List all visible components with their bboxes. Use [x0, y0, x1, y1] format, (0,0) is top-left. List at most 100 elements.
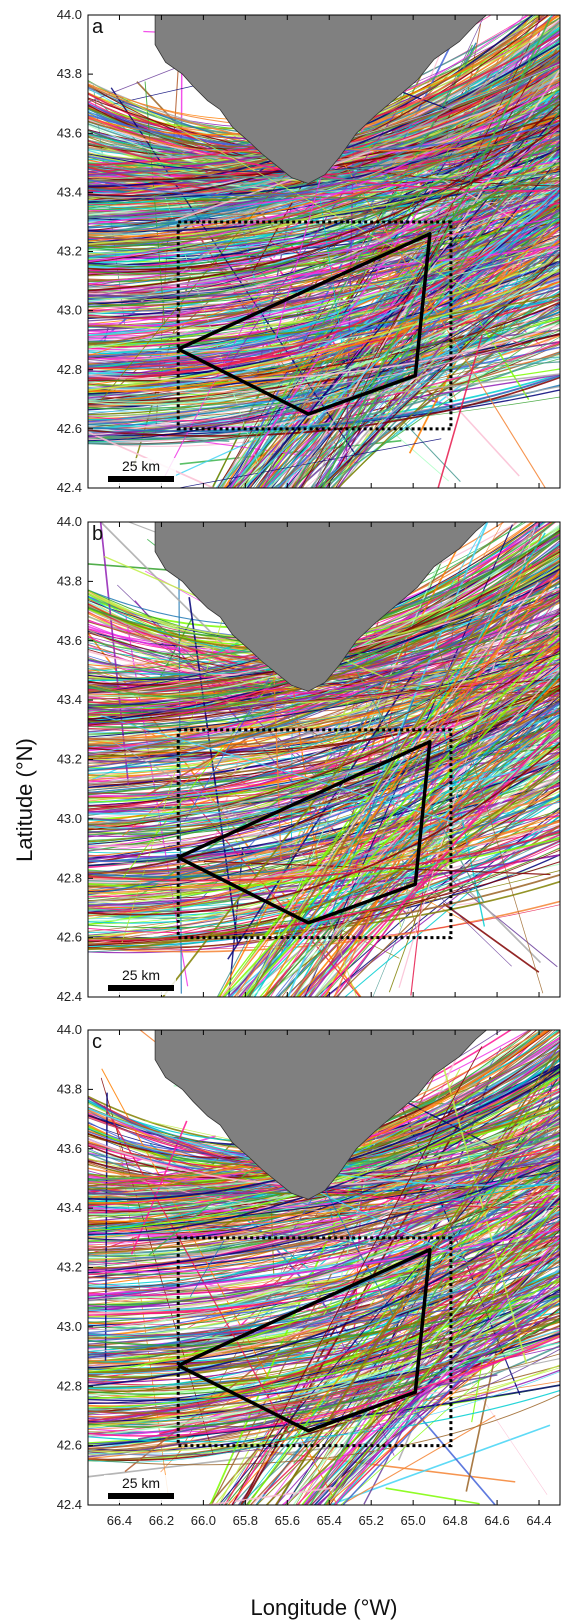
vessel-track [104, 1092, 108, 1361]
vessel-track [88, 1178, 560, 1352]
y-tick-label: 43.4 [57, 1200, 82, 1215]
vessel-track [88, 661, 560, 748]
vessel-track [311, 1247, 560, 1505]
vessel-track [88, 301, 560, 382]
land-mass [154, 1030, 488, 1200]
vessel-track [88, 644, 560, 789]
vessel-track [217, 691, 450, 997]
vessel-track [88, 189, 560, 381]
vessel-track [88, 83, 560, 263]
vessel-track [88, 847, 560, 929]
vessel-track [88, 1250, 560, 1425]
vessel-track [88, 762, 560, 950]
y-tick-label: 43.8 [57, 66, 82, 81]
vessel-track [88, 94, 560, 268]
vessel-track [246, 1106, 560, 1505]
x-tick-label: 65.2 [359, 1513, 384, 1528]
y-tick-label: 43.6 [57, 633, 82, 648]
vessel-track [266, 671, 560, 997]
vessel-track [88, 1197, 560, 1387]
vessel-track [292, 123, 560, 488]
vessel-track [88, 680, 560, 810]
vessel-track [88, 135, 560, 197]
x-tick-label: 65.4 [317, 1513, 342, 1528]
vessel-track [88, 837, 560, 936]
vessel-track [88, 834, 560, 901]
vessel-track [88, 245, 560, 364]
vessel-track [263, 1414, 347, 1495]
vessel-track [88, 1145, 560, 1207]
vessel-track [225, 111, 397, 372]
y-tick-label: 42.4 [57, 1497, 82, 1512]
vessel-track [88, 281, 560, 403]
vessel-track [88, 1250, 560, 1358]
vessel-track [88, 125, 560, 318]
vessel-track [88, 646, 560, 794]
vessel-track [88, 633, 560, 724]
vessel-track [88, 719, 560, 875]
vessel-track [88, 662, 560, 703]
vessel-track [88, 160, 560, 225]
y-tick-label: 42.6 [57, 421, 82, 436]
vessel-track [250, 522, 458, 997]
vessel-track [88, 1266, 560, 1456]
x-tick-label: 66.2 [149, 1513, 174, 1528]
vessel-track [277, 190, 560, 488]
vessel-track [304, 1307, 560, 1505]
vessel-track [238, 1203, 560, 1505]
x-axis-title: Longitude (°W) [251, 1595, 398, 1620]
vessel-track [88, 22, 560, 199]
vessel-track [88, 830, 560, 882]
vessel-track [88, 1131, 560, 1271]
vessel-track [88, 357, 560, 413]
vessel-track [88, 96, 560, 219]
y-tick-label: 42.4 [57, 989, 82, 1004]
vessel-track [88, 713, 560, 896]
vessel-track [88, 185, 560, 363]
x-tick-label: 65.6 [275, 1513, 300, 1528]
vessel-track [88, 77, 560, 234]
panel-letter: c [92, 1031, 102, 1053]
y-tick-label: 43.4 [57, 692, 82, 707]
vessel-track [88, 1389, 560, 1443]
vessel-track [88, 1393, 560, 1466]
y-tick-label: 42.6 [57, 1438, 82, 1453]
vessel-track [301, 758, 560, 997]
y-tick-label: 43.8 [57, 573, 82, 588]
vessel-track [88, 225, 560, 393]
vessel-track [88, 1227, 560, 1320]
vessel-track [242, 186, 560, 488]
vessel-track [273, 253, 560, 488]
vessel-track [285, 1192, 560, 1505]
panel-b: 42.4 42.6 42.8 43.0 43.2 43.4 43.6 43.8 44.0 b 25 … [57, 514, 561, 1004]
vessel-track [88, 1380, 560, 1430]
vessel-track [88, 161, 560, 308]
vessel-track [315, 300, 560, 488]
vessel-track [88, 1184, 560, 1374]
vessel-track [88, 714, 560, 804]
vessel-track [327, 1424, 551, 1505]
vessel-track [247, 674, 560, 997]
vessel-track [124, 1313, 324, 1473]
vessel-track [88, 1314, 560, 1414]
vessel-track [315, 778, 560, 997]
y-tick-label: 42.6 [57, 930, 82, 945]
vessel-track [88, 1364, 560, 1453]
y-tick-label: 43.8 [57, 1081, 82, 1096]
vessel-track [248, 601, 493, 997]
vessel-track [88, 691, 560, 861]
y-tick-label: 42.8 [57, 1378, 82, 1393]
vessel-track [314, 42, 531, 488]
vessel-track [90, 732, 200, 760]
vessel-track [88, 1243, 560, 1292]
vessel-track [88, 1158, 560, 1329]
vessel-track [88, 376, 560, 437]
vessel-track [272, 727, 498, 837]
vessel-track [88, 579, 560, 758]
vessel-track [88, 1335, 560, 1437]
vessel-track [88, 1170, 560, 1233]
vessel-track [88, 1239, 560, 1375]
vessel-track [88, 840, 560, 942]
y-tick-label: 43.4 [57, 184, 82, 199]
vessel-track [88, 1371, 560, 1455]
